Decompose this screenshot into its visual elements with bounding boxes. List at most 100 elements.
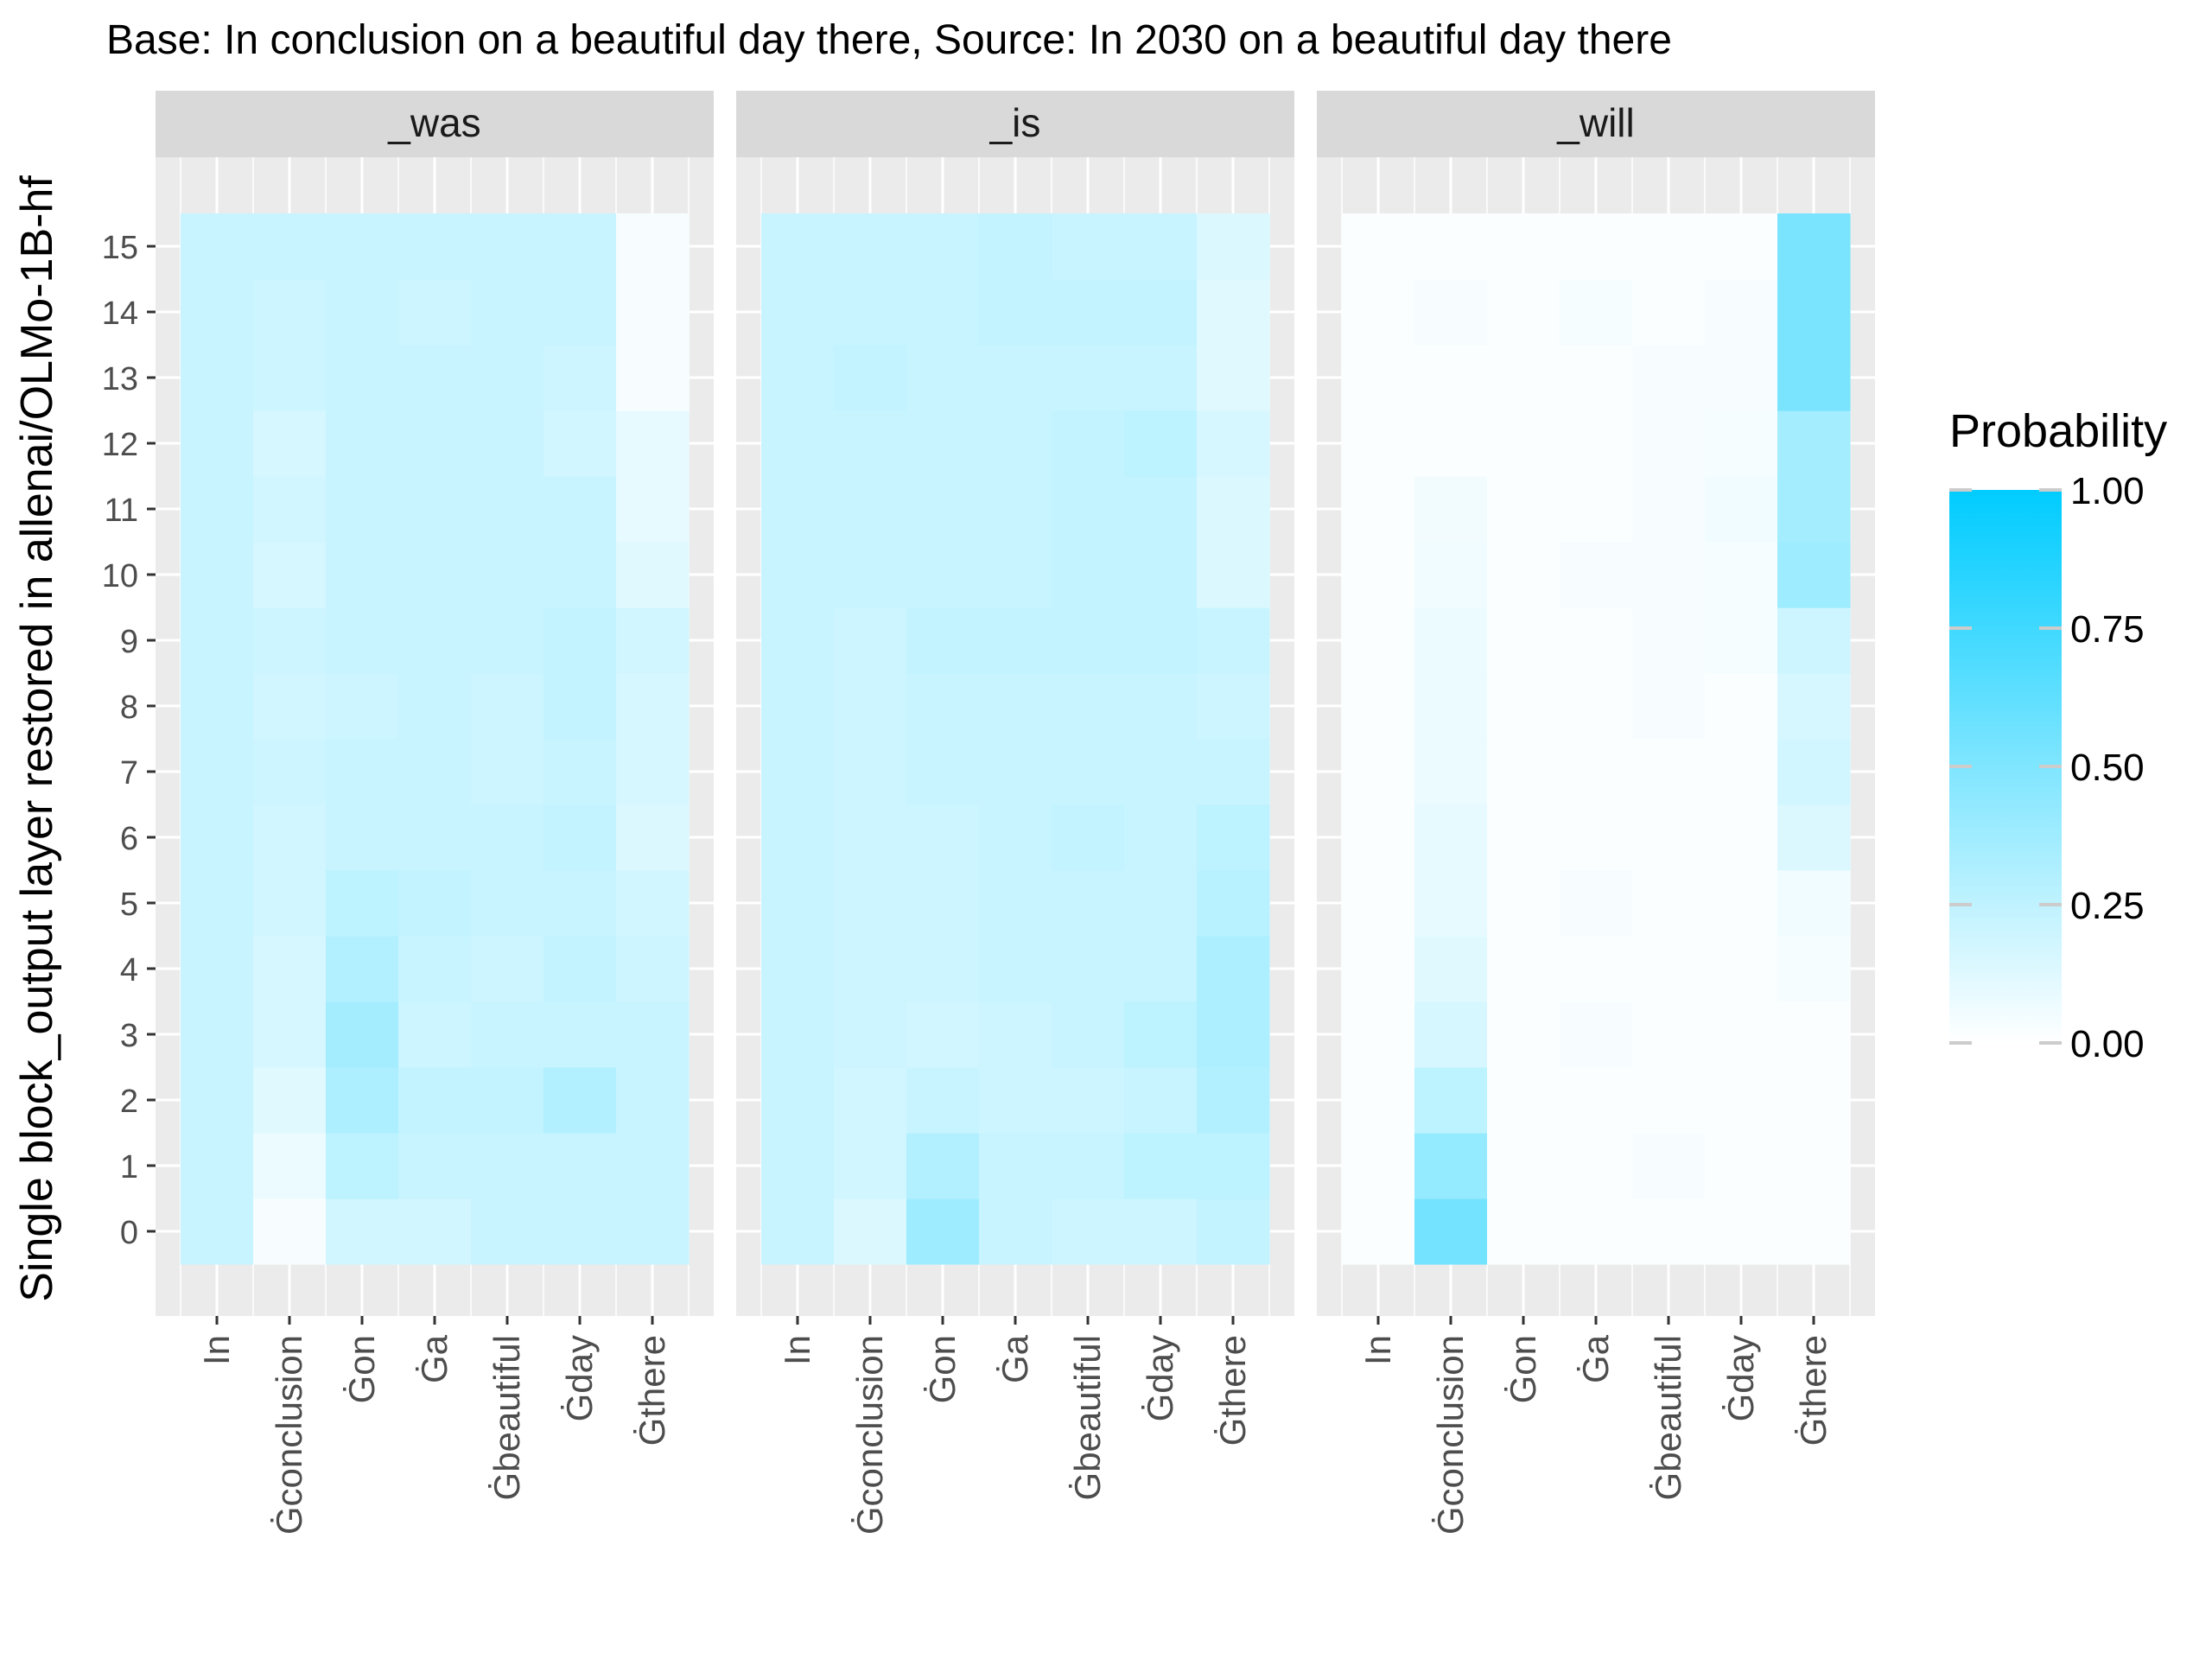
heatmap-cell [1777,804,1851,871]
heatmap-cell [1052,213,1125,280]
heatmap-cell [253,870,327,937]
heatmap-cell [1197,410,1270,477]
heatmap-cell [398,542,472,608]
y-tick-label: 15 [102,230,138,266]
heatmap-cell [326,739,399,805]
heatmap-cell [1197,870,1270,937]
heatmap-cell [471,673,544,740]
heatmap-cell [1777,279,1851,346]
x-tick-label: Ġday [1720,1335,1761,1421]
x-tick-label: Ġa [414,1334,454,1383]
heatmap-cell [1342,345,1415,411]
y-tick-label: 11 [105,493,138,529]
heatmap-cell [1487,345,1560,411]
heatmap-cell [1124,1067,1198,1134]
heatmap-cell [834,213,907,280]
heatmap-cell [1124,607,1198,674]
heatmap-cell [979,1198,1052,1265]
heatmap-cell [543,1067,617,1134]
heatmap-cell [1487,1001,1560,1068]
heatmap-cell [979,607,1052,674]
heatmap-cell [834,1067,907,1134]
heatmap-cell [1124,739,1198,805]
y-tick-label: 5 [120,887,138,923]
facet-panel: _is In Ġconclusion Ġon Ġa Ġbeautiful Ġday Ġther… [736,91,1294,1535]
heatmap-cell [1777,607,1851,674]
heatmap-cell [1487,673,1560,740]
heatmap-cell [253,476,327,543]
heatmap-cell [1560,345,1633,411]
heatmap-cell [979,476,1052,543]
heatmap-cell [471,213,544,280]
chart-title: Base: In conclusion on a beautiful day t… [106,17,1672,63]
heatmap-cell [761,345,835,411]
heatmap-cell [1124,410,1198,477]
heatmap-cell [834,607,907,674]
heatmap-cell [1777,936,1851,1002]
heatmap-cell [1414,936,1488,1002]
heatmap-cell [761,739,835,805]
heatmap-cell [398,1001,472,1068]
heatmap-cell [326,804,399,871]
heatmap-cell [1632,213,1706,280]
y-tick-label: 9 [120,624,138,660]
heatmap-cell [1705,673,1778,740]
heatmap-cell [1705,739,1778,805]
heatmap-cell [979,542,1052,608]
heatmap-cell [1777,476,1851,543]
heatmap-cell [1414,673,1488,740]
heatmap-cell [1197,804,1270,871]
x-tick-label: Ġthere [1793,1335,1834,1446]
heatmap-cell [543,1001,617,1068]
heatmap-cell [471,870,544,937]
heatmap-cell [1197,739,1270,805]
heatmap-cell [1560,476,1633,543]
heatmap-cell [1632,739,1706,805]
heatmap-cell [471,1001,544,1068]
heatmap-cell [1342,1198,1415,1265]
heatmap-cell [1632,410,1706,477]
heatmap-cell [543,1198,617,1265]
heatmap-cell [616,739,690,805]
x-tick-label: Ġthere [632,1335,672,1446]
heatmap-cell [1414,476,1488,543]
heatmap-cell [1414,1067,1488,1134]
heatmap-cell [398,804,472,871]
heatmap-cell [1414,279,1488,346]
heatmap-cell [1414,804,1488,871]
heatmap-cell [1197,1001,1270,1068]
heatmap-cell [1487,804,1560,871]
heatmap-cell [1705,607,1778,674]
heatmap-cell [1705,804,1778,871]
heatmap-cell [181,279,254,346]
heatmap-cell [326,607,399,674]
heatmap-cell [181,410,254,477]
heatmap-cell [326,1133,399,1199]
heatmap-cell [543,279,617,346]
heatmap-cell [616,1198,690,1265]
heatmap-cell [761,213,835,280]
heatmap-cell [1052,870,1125,937]
heatmap-cell [1632,542,1706,608]
heatmap-cell [181,345,254,411]
heatmap-cell [1487,870,1560,937]
heatmap-cell [1124,936,1198,1002]
heatmap-cell [1705,542,1778,608]
heatmap-cell [616,213,690,280]
y-tick-label: 10 [102,558,138,594]
heatmap-cell [1197,936,1270,1002]
heatmap-cell [1052,607,1125,674]
heatmap-cell [543,607,617,674]
heatmap-cell [1777,673,1851,740]
heatmap-cell [181,673,254,740]
heatmap-cell [1342,739,1415,805]
heatmap-cell [1197,1198,1270,1265]
heatmap-cell [1487,607,1560,674]
heatmap-cell [1052,410,1125,477]
heatmap-cell [1052,1133,1125,1199]
heatmap-cell [398,213,472,280]
heatmap-cell [471,279,544,346]
heatmap-cell [616,476,690,543]
heatmap-cell [253,936,327,1002]
heatmap-cell [1414,1198,1488,1265]
